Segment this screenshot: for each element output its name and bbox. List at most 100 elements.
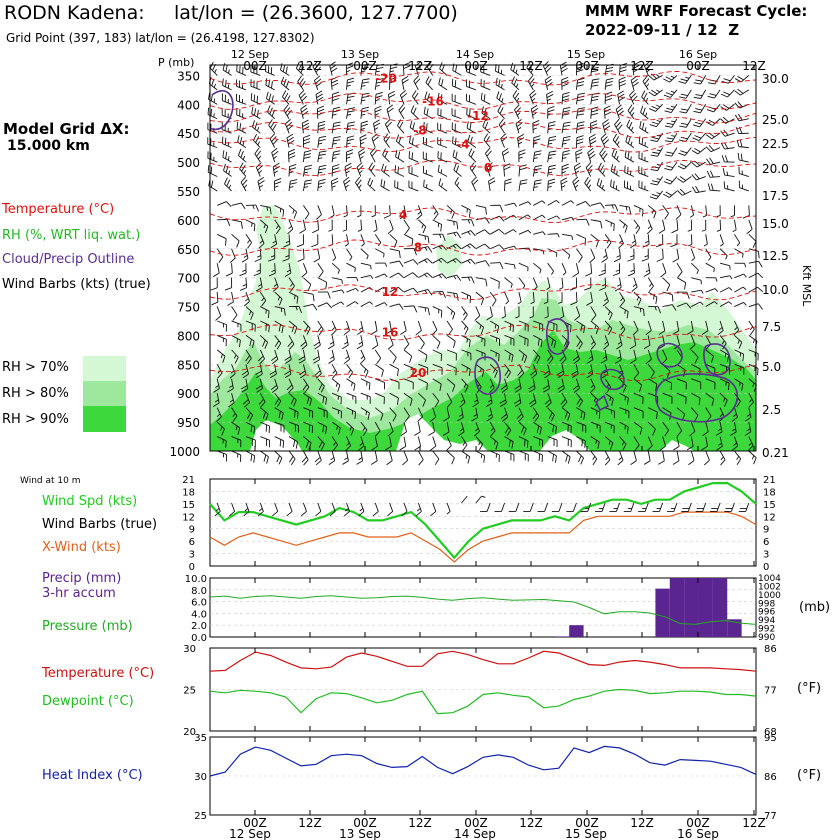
- wind-barb-flag: [548, 178, 556, 182]
- wind-barb-staff: [698, 132, 707, 141]
- wind-barb-staff: [685, 132, 692, 142]
- wind-barb-half: [720, 243, 724, 247]
- wind-barb-flag: [426, 108, 429, 116]
- wind-barb-flag: [395, 149, 398, 157]
- wind-barb-staff: [418, 258, 428, 264]
- wind-barb-staff: [647, 450, 651, 461]
- wind-barb-staff: [590, 202, 601, 206]
- wind-barb-flag: [757, 286, 764, 293]
- wind-barb-half: [620, 297, 624, 302]
- wind-barb-flag: [276, 343, 282, 350]
- wind-barb-flag: [207, 107, 210, 115]
- wind-barb-flag: [686, 446, 694, 451]
- wind-barb-half: [558, 301, 563, 304]
- height-tick-label: 25.0: [762, 113, 789, 127]
- wind-barb-half: [341, 279, 343, 284]
- wind-barb-staff: [284, 123, 290, 134]
- wind-barb-staff: [647, 421, 656, 430]
- wind-barb-flag: [256, 162, 262, 168]
- wind-barb-flag: [274, 178, 282, 182]
- wind-barb-half: [551, 270, 554, 275]
- wind-barb-staff: [367, 183, 376, 192]
- wind-barb-flag: [375, 430, 381, 437]
- wind-barb-staff: [432, 436, 437, 447]
- legend-temperature-2m: Temperature (°C): [42, 666, 155, 681]
- wind-barb-half: [347, 114, 352, 116]
- wind-barb-half: [272, 240, 277, 244]
- wind-barb-staff: [302, 502, 307, 512]
- wind-barb-flag: [265, 78, 268, 86]
- wind-barb-flag: [563, 339, 568, 347]
- wind-barb-staff: [691, 262, 699, 271]
- wind-barb-staff: [317, 152, 320, 163]
- wind-barb-flag: [511, 76, 515, 84]
- wind-barb-staff: [561, 94, 564, 105]
- wind-barb-staff: [417, 335, 425, 344]
- wind-barb-staff: [389, 335, 394, 345]
- wind-barb-staff: [360, 378, 371, 384]
- wind-barb-staff: [375, 302, 385, 307]
- wind-barb-half: [493, 440, 496, 445]
- wind-barb-half: [318, 185, 323, 188]
- wind-barb-flag: [240, 385, 248, 390]
- wind-barb-flag: [733, 329, 740, 336]
- wind-barb-staff: [360, 407, 370, 414]
- wind-barb-staff: [417, 436, 422, 447]
- wind-barb-flag: [311, 229, 319, 234]
- wind-barb-staff: [216, 292, 219, 303]
- wind-barb-half: [346, 69, 351, 73]
- wind-barb-flag: [281, 326, 284, 334]
- wind-barb-staff: [671, 147, 678, 157]
- wind-barb-staff: [259, 502, 264, 512]
- wind-barb-flag: [300, 511, 307, 517]
- wind-barb-flag: [600, 165, 604, 172]
- wind-barb-staff: [360, 65, 363, 76]
- wind-barb-half: [228, 69, 230, 74]
- wind-barb-staff: [461, 436, 468, 446]
- wind-barb-flag: [455, 151, 458, 159]
- wind-barb-flag: [354, 411, 356, 419]
- wind-barb-staff: [575, 263, 580, 274]
- wind-right-tick: 3: [763, 550, 769, 561]
- wind-barb-flag: [518, 372, 525, 379]
- wind-barb-flag: [534, 168, 542, 171]
- wind-barb-staff: [423, 143, 433, 149]
- wind-barb-flag: [417, 416, 423, 422]
- wind-barb-flag: [247, 242, 252, 249]
- wind-barb-flag: [302, 122, 310, 127]
- dry-region: [540, 430, 590, 451]
- wind-barb-flag: [304, 325, 309, 333]
- wind-barb-staff: [238, 155, 247, 163]
- wind-barb-flag: [572, 355, 579, 362]
- wind-barb-flag: [268, 325, 270, 333]
- wind-barb-flag: [452, 312, 456, 320]
- pressure-tick-label: 450: [177, 127, 200, 141]
- wind-barb-flag: [284, 373, 292, 379]
- wind-barb-flag: [427, 78, 432, 86]
- wind-barb-flag: [347, 95, 355, 99]
- wind-barb-flag: [276, 455, 280, 463]
- wind-barb-staff: [403, 233, 414, 240]
- wind-barb-flag: [255, 204, 259, 212]
- wind-barb-half: [229, 385, 234, 388]
- wind-barb-flag: [453, 163, 457, 171]
- wind-barb-half: [645, 83, 650, 88]
- wind-barb-flag: [241, 370, 248, 376]
- wind-barb-flag: [518, 149, 526, 153]
- wind-barb-half: [517, 126, 522, 131]
- wind-barb-flag: [572, 384, 579, 390]
- wind-barb-half: [259, 240, 264, 244]
- height-tick-label: 7.5: [762, 320, 781, 334]
- wind-barb-staff: [389, 303, 400, 307]
- wind-barb-staff: [495, 70, 505, 76]
- wind-barb-half: [332, 257, 337, 262]
- wind-barb-flag: [452, 384, 456, 392]
- rh-region: [210, 330, 756, 451]
- wind-barb-staff: [604, 79, 607, 90]
- wind-barb-half: [621, 441, 625, 446]
- wind-barb-flag: [584, 287, 591, 291]
- wind-barb-flag: [468, 368, 471, 377]
- wind-barb-flag: [356, 460, 363, 465]
- wind-barb-staff: [533, 335, 543, 341]
- wind-barb-flag: [571, 373, 579, 379]
